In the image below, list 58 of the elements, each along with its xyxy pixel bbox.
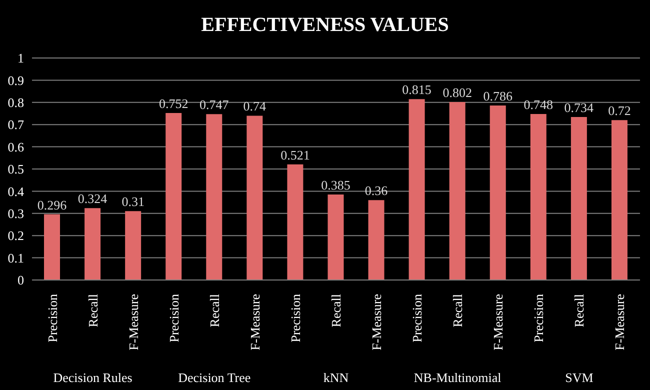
bar [84, 208, 101, 280]
x-tick-label: Precision [44, 294, 60, 342]
x-tick-label: Recall [206, 294, 222, 328]
y-tick-label: 0.2 [8, 228, 24, 244]
data-label: 0.385 [321, 178, 350, 193]
data-label: 0.802 [442, 84, 472, 100]
y-tick-label: 0.3 [8, 206, 24, 222]
y-tick-label: 0 [18, 272, 24, 288]
x-tick-label: F-Measure [126, 294, 141, 350]
bar [166, 113, 182, 280]
y-tick-label: 0.9 [8, 72, 24, 88]
text: SVM [565, 370, 594, 385]
bar [246, 116, 263, 280]
bar [206, 114, 222, 280]
bar [530, 114, 546, 280]
bar [611, 120, 628, 280]
y-tick-label: 0.5 [8, 162, 24, 177]
chart-title: EFFECTIVENESS VALUES [200, 14, 450, 37]
bar [449, 102, 466, 280]
bar [408, 99, 425, 280]
x-tick-label: Recall [85, 294, 100, 328]
text: Decision Tree [178, 370, 251, 385]
data-label: 0.521 [280, 147, 310, 162]
x-tick-label: Precision [531, 294, 546, 342]
x-tick-label: Precision [410, 294, 425, 342]
x-tick-label: F-Measure [612, 294, 628, 350]
bar [490, 106, 506, 280]
bar [44, 214, 60, 280]
data-label: 0.296 [37, 197, 68, 212]
bar [287, 164, 304, 280]
data-label: 0.786 [483, 88, 513, 104]
data-label: 0.72 [608, 103, 631, 118]
x-tick-label: Precision [288, 294, 303, 342]
x-tick-label: F-Measure [247, 294, 262, 350]
data-label: 0.324 [78, 191, 108, 206]
bar [125, 211, 142, 280]
data-label: 0.734 [564, 100, 594, 116]
x-tick-label: Recall [572, 294, 587, 328]
y-tick-label: 0.7 [8, 117, 24, 132]
y-tick-label: 0.8 [8, 95, 24, 110]
data-label: 0.815 [402, 82, 432, 98]
text: kNN [323, 370, 350, 385]
y-tick-label: 0.1 [8, 250, 24, 266]
text: Decision Rules [53, 370, 132, 385]
text: NB-Multinomial [414, 370, 502, 385]
y-tick-label: 0.6 [8, 139, 24, 154]
bar [570, 117, 587, 280]
bar [328, 194, 344, 280]
x-tick-label: Recall [328, 294, 344, 328]
y-tick-label: 0.4 [8, 184, 24, 199]
y-tick-label: 1 [18, 50, 24, 66]
x-tick-label: Precision [166, 294, 182, 342]
x-tick-label: Recall [450, 294, 466, 328]
data-label: 0.74 [243, 98, 267, 114]
data-label: 0.31 [122, 194, 144, 210]
x-tick-label: F-Measure [369, 294, 384, 350]
x-tick-label: F-Measure [490, 294, 506, 350]
bar [368, 200, 384, 280]
